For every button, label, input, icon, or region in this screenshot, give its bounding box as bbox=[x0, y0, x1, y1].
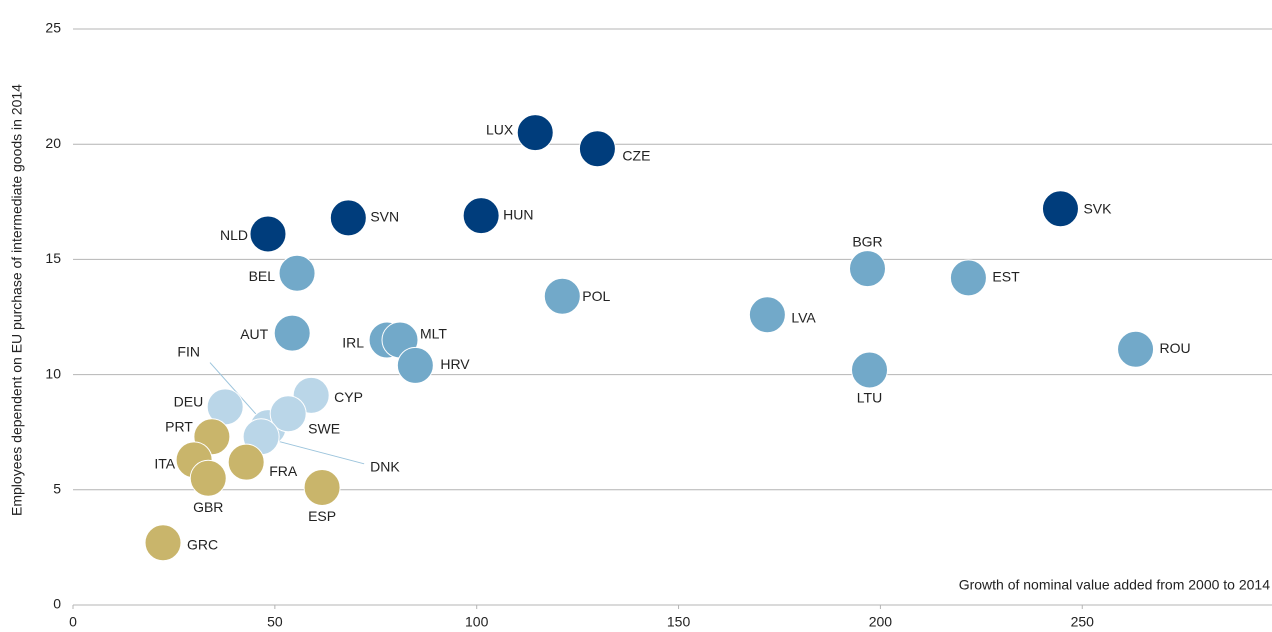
point-label: FIN bbox=[177, 343, 200, 359]
y-tick-label: 25 bbox=[45, 20, 61, 36]
y-tick-label: 20 bbox=[45, 135, 61, 151]
x-tick-label: 250 bbox=[1071, 614, 1095, 630]
x-axis-label: Growth of nominal value added from 2000 … bbox=[959, 577, 1271, 593]
point bbox=[543, 277, 581, 315]
point bbox=[273, 314, 311, 352]
point bbox=[144, 524, 182, 562]
point bbox=[269, 395, 307, 433]
point-label: SVN bbox=[370, 209, 399, 225]
point-label: POL bbox=[582, 288, 610, 304]
point bbox=[396, 346, 434, 384]
x-tick-label: 0 bbox=[69, 614, 77, 630]
point-label: LUX bbox=[486, 121, 514, 137]
point bbox=[329, 199, 367, 237]
point-label: BEL bbox=[249, 268, 276, 284]
point bbox=[848, 250, 886, 288]
point-label: ROU bbox=[1160, 340, 1191, 356]
point-label: SWE bbox=[308, 420, 340, 436]
point bbox=[851, 351, 889, 389]
point-label: LTU bbox=[857, 390, 882, 406]
point bbox=[748, 296, 786, 334]
point bbox=[227, 443, 265, 481]
point bbox=[516, 114, 554, 152]
x-tick-label: 200 bbox=[869, 614, 893, 630]
x-tick-label: 50 bbox=[267, 614, 283, 630]
point-label: EST bbox=[992, 269, 1020, 285]
point bbox=[1117, 330, 1155, 368]
point-label: BGR bbox=[852, 233, 882, 249]
y-tick-label: 15 bbox=[45, 250, 61, 266]
y-tick-label: 0 bbox=[53, 596, 61, 612]
point bbox=[278, 254, 316, 292]
point-label: NLD bbox=[220, 227, 248, 243]
point bbox=[949, 259, 987, 297]
point bbox=[1041, 190, 1079, 228]
point-label: MLT bbox=[420, 326, 447, 342]
point-label: FRA bbox=[269, 463, 298, 479]
point-label: DEU bbox=[174, 394, 204, 410]
point-label: CZE bbox=[622, 148, 650, 164]
point-label: HUN bbox=[503, 206, 533, 222]
point-label: GBR bbox=[193, 499, 223, 515]
point-label: CYP bbox=[334, 389, 363, 405]
point bbox=[578, 130, 616, 168]
point bbox=[462, 197, 500, 235]
point-label: LVA bbox=[791, 309, 816, 325]
point-label: ESP bbox=[308, 508, 336, 524]
point-label: SVK bbox=[1083, 200, 1112, 216]
point-label: ITA bbox=[154, 456, 175, 472]
point bbox=[189, 459, 227, 497]
point-label: DNK bbox=[370, 459, 400, 475]
point-label: GRC bbox=[187, 536, 218, 552]
point-label: PRT bbox=[165, 419, 193, 435]
point-label: IRL bbox=[342, 335, 364, 351]
y-tick-label: 5 bbox=[53, 481, 61, 497]
point bbox=[249, 215, 287, 253]
x-tick-label: 150 bbox=[667, 614, 691, 630]
point-label: HRV bbox=[440, 356, 470, 372]
x-tick-label: 100 bbox=[465, 614, 489, 630]
point-label: AUT bbox=[240, 326, 268, 342]
y-tick-label: 10 bbox=[45, 365, 61, 381]
point bbox=[303, 468, 341, 506]
y-axis-label: Employees dependent on EU purchase of in… bbox=[9, 84, 25, 516]
